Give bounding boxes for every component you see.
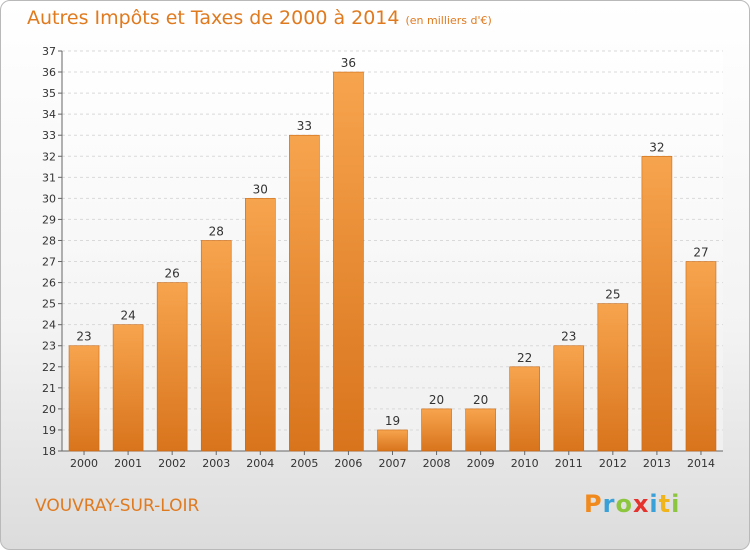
data-label-2006: 36 xyxy=(341,56,356,70)
y-tick-label: 31 xyxy=(42,171,56,184)
x-tick-label-2001: 2001 xyxy=(114,457,142,470)
y-tick-label: 29 xyxy=(42,213,56,226)
x-tick-label-2002: 2002 xyxy=(158,457,186,470)
x-tick-label-2008: 2008 xyxy=(423,457,451,470)
bar-2013 xyxy=(641,155,673,452)
x-tick-label-2005: 2005 xyxy=(290,457,318,470)
x-tick-label-2012: 2012 xyxy=(599,457,627,470)
y-tick-label: 22 xyxy=(42,361,56,374)
bar-2008 xyxy=(421,408,452,452)
y-tick-label: 18 xyxy=(42,445,56,458)
x-tick-label-2004: 2004 xyxy=(246,457,274,470)
logo-letter: o xyxy=(615,490,633,518)
y-tick-label: 21 xyxy=(42,382,56,395)
data-label-2005: 33 xyxy=(297,119,312,133)
x-tick-label-2000: 2000 xyxy=(70,457,98,470)
unit-label: (en milliers d'€) xyxy=(405,14,492,27)
x-tick-label-2014: 2014 xyxy=(687,457,715,470)
y-tick-label: 25 xyxy=(42,298,56,311)
bar-2009 xyxy=(465,408,496,452)
y-tick-label: 27 xyxy=(42,256,56,269)
bar-2000 xyxy=(68,345,100,452)
data-label-2008: 20 xyxy=(429,393,444,407)
data-label-2009: 20 xyxy=(473,393,488,407)
data-label-2000: 23 xyxy=(76,330,91,344)
bar-2002 xyxy=(156,282,188,452)
x-tick-label-2011: 2011 xyxy=(555,457,583,470)
x-tick-label-2007: 2007 xyxy=(379,457,407,470)
logo-letter: P xyxy=(584,490,603,518)
data-label-2013: 32 xyxy=(649,140,664,154)
y-tick-label: 36 xyxy=(42,66,56,79)
bar-2006 xyxy=(333,71,364,452)
logo-letter: x xyxy=(632,490,650,518)
x-tick-label-2009: 2009 xyxy=(467,457,495,470)
x-tick-label-2013: 2013 xyxy=(643,457,671,470)
bar-2011 xyxy=(553,345,585,452)
bar-2005 xyxy=(289,134,320,452)
data-label-2014: 27 xyxy=(693,246,708,260)
data-label-2002: 26 xyxy=(165,267,180,281)
data-label-2007: 19 xyxy=(385,414,400,428)
bar-2010 xyxy=(509,366,541,452)
bar-2003 xyxy=(200,240,232,452)
data-label-2004: 30 xyxy=(253,182,268,196)
y-tick-label: 32 xyxy=(42,150,56,163)
bar-2012 xyxy=(597,303,629,452)
data-label-2001: 24 xyxy=(120,309,135,323)
bar-2004 xyxy=(245,198,276,452)
x-tick-label-2010: 2010 xyxy=(511,457,539,470)
x-tick-label-2003: 2003 xyxy=(202,457,230,470)
y-tick-label: 19 xyxy=(42,424,56,437)
data-label-2010: 22 xyxy=(517,351,532,365)
y-tick-label: 26 xyxy=(42,277,56,290)
logo-letter: t xyxy=(658,490,672,518)
logo-letter: i xyxy=(671,490,681,518)
y-tick-label: 33 xyxy=(42,129,56,142)
logo-letter: r xyxy=(602,490,616,518)
y-tick-label: 28 xyxy=(42,234,56,247)
y-tick-label: 30 xyxy=(42,192,56,205)
y-tick-label: 23 xyxy=(42,340,56,353)
data-label-2012: 25 xyxy=(605,288,620,302)
proxiti-logo: Proxiti xyxy=(584,490,680,518)
x-tick-label-2006: 2006 xyxy=(334,457,362,470)
bar-2014 xyxy=(685,261,717,452)
y-tick-label: 37 xyxy=(42,45,56,58)
y-tick-label: 35 xyxy=(42,87,56,100)
bar-2001 xyxy=(112,324,144,452)
title-text: Autres Impôts et Taxes de 2000 à 2014 xyxy=(27,7,400,29)
commune-name: VOUVRAY-SUR-LOIR xyxy=(35,496,200,516)
y-tick-label: 34 xyxy=(42,108,56,121)
data-label-2011: 23 xyxy=(561,330,576,344)
y-tick-label: 20 xyxy=(42,403,56,416)
chart-title: Autres Impôts et Taxes de 2000 à 2014 (en… xyxy=(27,7,492,29)
bar-2007 xyxy=(377,429,408,452)
y-tick-label: 24 xyxy=(42,319,56,332)
data-label-2003: 28 xyxy=(209,224,224,238)
logo-letter: i xyxy=(649,490,659,518)
